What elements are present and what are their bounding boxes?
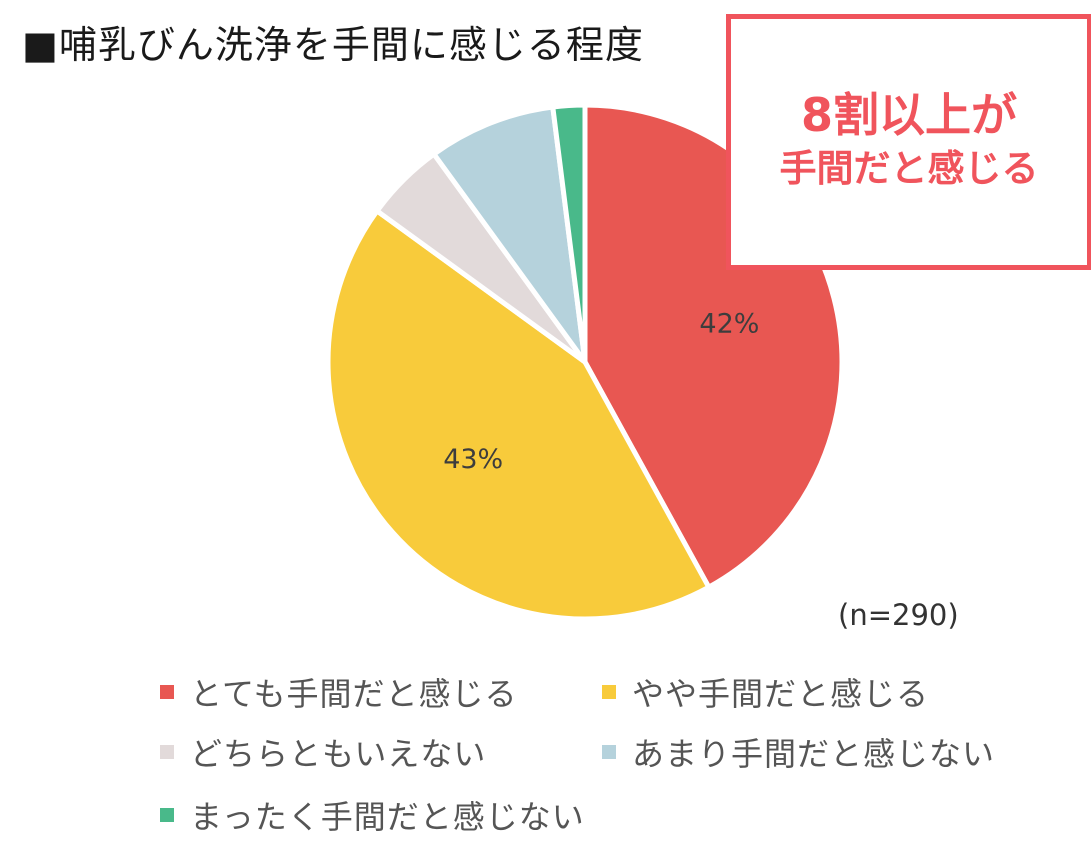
legend-swatch xyxy=(602,745,616,759)
legend-label: あまり手間だと感じない xyxy=(632,735,996,773)
pie-slice-not-very-troublesome xyxy=(431,104,588,365)
callout-subline: 手間だと感じる xyxy=(779,147,1039,190)
pie-slice-not-at-all-troublesome xyxy=(550,102,588,365)
legend-swatch xyxy=(160,808,174,822)
legend-item-neither: どちらともいえない xyxy=(160,732,487,773)
legend-label: どちらともいえない xyxy=(190,735,487,773)
chart-title: ■哺乳びん洗浄を手間に感じる程度 xyxy=(22,23,644,67)
legend-item-very-troublesome: とても手間だと感じる xyxy=(160,672,518,713)
pie-data-label: 42% xyxy=(699,308,759,339)
pie-slice-somewhat-troublesome xyxy=(325,208,712,622)
legend-item-somewhat-troublesome: やや手間だと感じる xyxy=(602,672,930,713)
callout-headline: 8割以上が xyxy=(800,88,1017,142)
pie-slices xyxy=(325,102,845,622)
pie-slice-labels: 42% 43% xyxy=(443,308,759,475)
legend-swatch xyxy=(160,685,174,699)
legend-swatch xyxy=(602,685,616,699)
pie-data-label: 43% xyxy=(443,444,503,475)
legend-label: とても手間だと感じる xyxy=(190,675,518,713)
legend-swatch xyxy=(160,745,174,759)
legend-label: やや手間だと感じる xyxy=(632,675,930,713)
legend-item-not-at-all-troublesome: まったく手間だと感じない xyxy=(160,795,585,836)
legend-item-not-very-troublesome: あまり手間だと感じない xyxy=(602,732,996,773)
sample-size-note: (n=290) xyxy=(838,598,959,632)
callout-box: 8割以上が 手間だと感じる xyxy=(726,14,1091,270)
legend-label: まったく手間だと感じない xyxy=(190,798,585,836)
